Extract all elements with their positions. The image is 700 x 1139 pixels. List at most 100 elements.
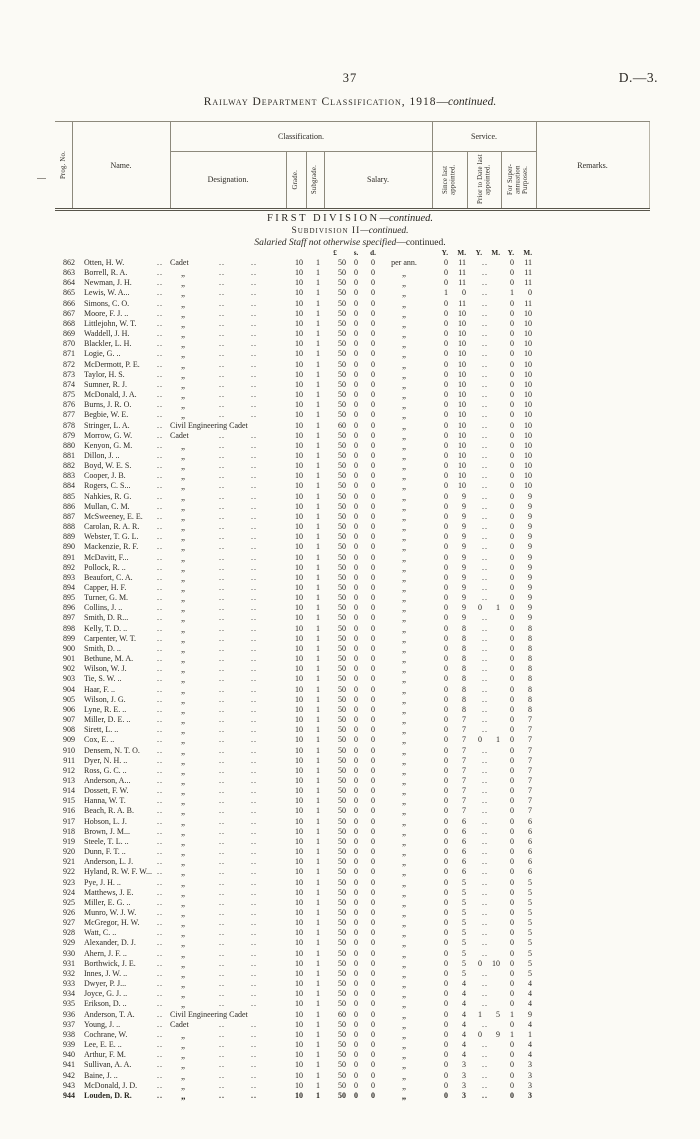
rule-subheader (170, 151, 536, 152)
salary-period: „ (402, 440, 406, 451)
leader-dots: .. (157, 430, 163, 440)
salary-pounds: 50 (338, 1090, 346, 1100)
service-prior-appointed: .. (482, 593, 488, 603)
subgrade: 1 (316, 877, 320, 887)
grade: 10 (295, 775, 303, 785)
leader-dots: .. (157, 908, 163, 917)
salary-shillings: 0 (354, 450, 358, 460)
years: 0 (510, 461, 514, 471)
salary-pence: 0 (371, 887, 375, 897)
subgrade: 1 (316, 1009, 320, 1019)
months: 7 (462, 806, 466, 816)
designation: „ (181, 664, 185, 675)
years: 0 (510, 522, 514, 532)
leader-dots: .. (157, 593, 163, 603)
grade: 10 (295, 268, 303, 278)
months: 4 (528, 979, 532, 989)
name: Innes, J. W. .. (84, 968, 128, 978)
subgrade: 1 (316, 623, 320, 633)
table-row: 910 Densem, N. T. O. .. „ .. .. 10 1 50 … (0, 746, 700, 756)
salary-pounds: 50 (338, 643, 346, 653)
grade: 10 (295, 715, 303, 725)
subgrade: 1 (316, 400, 320, 410)
years: 0 (510, 989, 514, 999)
grade: 10 (295, 857, 303, 867)
salary-pounds: 50 (338, 1070, 346, 1080)
months: 7 (462, 735, 466, 745)
salary-pounds: 50 (338, 562, 346, 572)
prog-no: 894 (63, 583, 75, 592)
prog-no: 938 (63, 1029, 75, 1039)
service-prior-appointed: .. (482, 999, 488, 1009)
years: 0 (510, 1019, 514, 1029)
years: 0 (510, 593, 514, 603)
salary-pounds: 50 (338, 288, 346, 298)
leader-dots: .. (157, 887, 163, 897)
designation: „ (181, 532, 185, 543)
subgrade: 1 (316, 674, 320, 684)
months: 9 (462, 501, 466, 511)
grade: 10 (295, 288, 303, 298)
salary-period: „ (402, 329, 406, 340)
salary-period: „ (402, 715, 406, 726)
years: 0 (510, 1070, 514, 1080)
salary-period: „ (402, 1019, 406, 1030)
salary-pence: 0 (371, 1080, 375, 1090)
salary-shillings: 0 (354, 623, 358, 633)
months: 6 (462, 816, 466, 826)
years: 0 (444, 369, 448, 379)
leader-dots: .. (251, 725, 257, 735)
months: 10 (524, 450, 532, 460)
salary-pounds: 50 (338, 664, 346, 674)
subgrade: 1 (316, 989, 320, 999)
section-subdivision-continued: —continued. (360, 226, 409, 236)
leader-dots: .. (157, 450, 163, 460)
leader-dots: .. (219, 999, 225, 1009)
prog-no: 874 (63, 379, 75, 389)
subgrade: 1 (316, 654, 320, 664)
prog-no: 880 (63, 440, 75, 450)
months: 6 (528, 857, 532, 867)
service-prior-appointed: .. (482, 633, 488, 643)
service-prior-appointed: .. (482, 1040, 488, 1050)
salary-pounds: 50 (338, 511, 346, 521)
name: Watt, C. .. (84, 928, 117, 938)
leader-dots: .. (251, 918, 257, 928)
salary-shillings: 0 (354, 755, 358, 765)
designation: „ (181, 867, 185, 878)
salary-period: „ (402, 745, 406, 756)
years: 0 (510, 349, 514, 359)
salary-pounds: 50 (338, 542, 346, 552)
designation: „ (181, 887, 185, 898)
salary-pence: 0 (371, 308, 375, 318)
salary-shillings: 0 (354, 1009, 358, 1019)
prog-no: 862 (63, 258, 75, 267)
years: 0 (510, 908, 514, 917)
grade: 10 (295, 481, 303, 491)
table-row: 906 Lyne, R. E. .. .. „ .. .. 10 1 50 0 … (0, 705, 700, 715)
grade: 10 (295, 938, 303, 948)
months: 1 (496, 735, 500, 745)
col-header-designation: Designation. (207, 175, 249, 184)
grade: 10 (295, 491, 303, 501)
salary-period: „ (402, 583, 406, 593)
name: Morrow, G. W. (84, 430, 133, 440)
months: 3 (528, 1070, 532, 1080)
salary-pounds: 50 (338, 877, 346, 887)
table-row: 870 Blackler, L. H. .. „ .. .. 10 1 50 0… (0, 339, 700, 349)
salary-pounds: 50 (338, 603, 346, 613)
prog-no: 929 (63, 938, 75, 948)
leader-dots: .. (157, 958, 163, 968)
subgrade: 1 (316, 471, 320, 481)
salary-period: „ (402, 633, 406, 644)
table-row: 863 Borrell, R. A. .. „ .. .. 10 1 50 0 … (0, 268, 700, 278)
table-row: 935 Erikson, D. .. .. „ .. .. 10 1 50 0 … (0, 999, 700, 1009)
salary-shillings: 0 (354, 1019, 358, 1029)
rule-right-edge (649, 122, 650, 208)
leader-dots: .. (157, 440, 163, 450)
grade: 10 (295, 278, 303, 288)
salary-pence: 0 (371, 745, 375, 755)
salary-pounds: 50 (338, 583, 346, 592)
salary-shillings: 0 (354, 643, 358, 653)
salary-shillings: 0 (354, 359, 358, 369)
